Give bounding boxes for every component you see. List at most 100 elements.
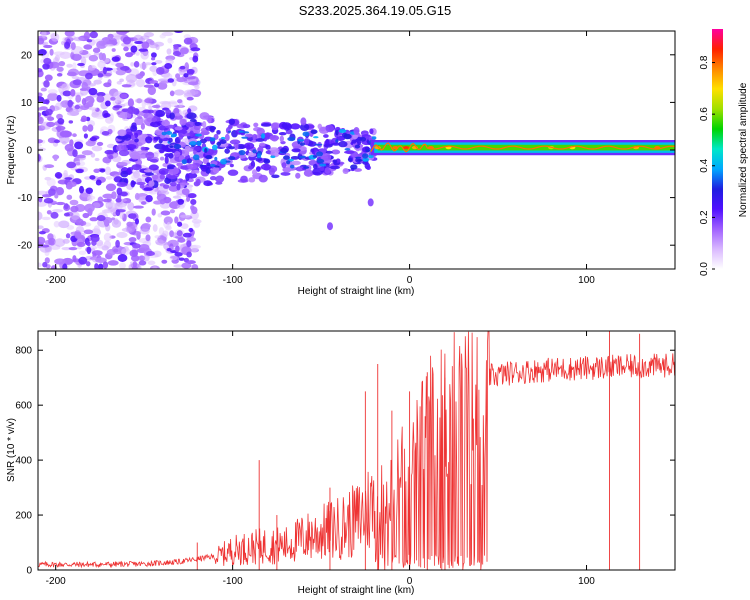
spectral-blob	[111, 191, 117, 200]
spectral-blob	[224, 133, 230, 142]
spectral-blob	[162, 230, 169, 238]
spectral-blob	[178, 182, 190, 186]
spectral-blob	[166, 48, 172, 55]
snr-y-axis-label: SNR (10 * v/v)	[6, 418, 17, 482]
spectral-blob	[38, 139, 43, 144]
spectral-blob	[56, 125, 62, 133]
spectral-blob	[174, 89, 185, 96]
spectral-blob	[78, 250, 87, 256]
spectral-blob	[121, 227, 133, 232]
spectral-blob	[130, 45, 138, 53]
y-tick-label: 20	[21, 50, 33, 61]
spectral-blob	[75, 94, 82, 103]
spectral-blob	[329, 165, 340, 170]
spectral-blob	[139, 227, 150, 235]
spectral-blob	[140, 146, 146, 151]
spectral-blob	[84, 203, 95, 213]
spectral-blob	[263, 158, 271, 164]
spectral-blob	[181, 128, 187, 135]
spectral-blob	[319, 166, 325, 172]
spectral-blob	[64, 143, 74, 152]
spectral-blob	[135, 51, 140, 56]
spectral-blob	[96, 91, 106, 97]
spectral-blob	[140, 201, 147, 205]
spectral-blob	[145, 250, 155, 257]
spectral-blob	[192, 55, 199, 63]
spectral-blob	[283, 155, 290, 160]
spectral-blob	[327, 222, 333, 231]
spectral-blob	[260, 123, 272, 127]
spectral-blob	[93, 168, 101, 173]
spectral-blob	[278, 132, 287, 136]
spectral-blob	[325, 124, 335, 133]
spectral-blob	[193, 121, 202, 126]
spectral-blob	[183, 37, 193, 45]
spectral-blob	[268, 167, 275, 176]
spectral-blob	[342, 167, 349, 175]
spectral-blob	[42, 63, 50, 70]
spectral-blob	[104, 72, 112, 77]
spectral-blob	[160, 80, 170, 84]
spectral-blob	[81, 150, 93, 156]
spectral-blob	[181, 159, 187, 165]
spectral-blob	[138, 48, 148, 52]
spectral-blob	[38, 92, 43, 98]
spectral-blob	[120, 65, 130, 71]
spectral-blob	[152, 224, 158, 232]
spectral-blob	[53, 139, 61, 144]
spectral-blob	[103, 240, 112, 249]
spectral-blob	[61, 246, 72, 251]
spectral-blob	[161, 131, 168, 136]
spectral-blob	[166, 222, 171, 230]
snr-x-axis-label: Height of straight line (km)	[298, 585, 415, 596]
spectral-blob	[347, 157, 353, 162]
chart-title: S233.2025.364.19.05.G15	[299, 3, 452, 18]
spectral-blob	[180, 223, 189, 229]
spectral-blob	[127, 98, 134, 108]
spectral-blob	[43, 80, 50, 88]
spectral-blob	[157, 81, 168, 90]
spectral-blob	[189, 141, 197, 146]
spectral-blob	[81, 98, 87, 106]
spectral-blob	[154, 239, 164, 245]
spectral-blob	[243, 142, 255, 150]
spectral-blob	[97, 60, 106, 69]
spectral-blob	[38, 196, 43, 203]
spectral-blob	[141, 99, 146, 109]
spectral-blob	[58, 220, 70, 229]
spectral-blob	[134, 40, 144, 45]
spectral-blob	[186, 89, 199, 95]
spectral-blob	[359, 136, 367, 142]
x-tick-label: -200	[46, 275, 66, 286]
spectral-blob	[130, 134, 136, 141]
spectral-blob	[241, 136, 249, 139]
spectral-blob	[343, 150, 355, 154]
spectral-blob	[96, 40, 108, 49]
spectral-blob	[122, 36, 132, 45]
spectral-blob	[38, 231, 46, 235]
spectral-blob	[219, 139, 227, 144]
x-tick-label: -100	[223, 275, 243, 286]
spectral-blob	[41, 194, 52, 198]
spectral-blob	[56, 94, 62, 102]
spectral-blob	[189, 245, 199, 253]
spectral-blob	[116, 231, 128, 239]
signal-band-core	[377, 144, 675, 151]
spectrogram-x-ticks: -200 -100 0 100	[46, 31, 595, 286]
spectral-blob	[209, 175, 217, 181]
spectral-blob	[143, 169, 153, 173]
spectral-blob	[314, 143, 323, 146]
spectral-blob	[164, 153, 171, 158]
spectral-blob	[343, 133, 352, 140]
spectral-blob	[117, 135, 129, 140]
spectral-blob	[174, 31, 184, 34]
spectral-blob	[148, 180, 155, 187]
spectral-blob	[160, 198, 166, 205]
spectrogram-y-axis-label: Frequency (Hz)	[6, 116, 17, 185]
spectral-blob	[186, 96, 194, 101]
spectral-blob	[98, 52, 104, 61]
spectral-blob	[108, 154, 114, 160]
spectral-blob	[152, 266, 158, 269]
spectral-blob	[58, 60, 66, 67]
spectral-blob	[165, 109, 172, 116]
